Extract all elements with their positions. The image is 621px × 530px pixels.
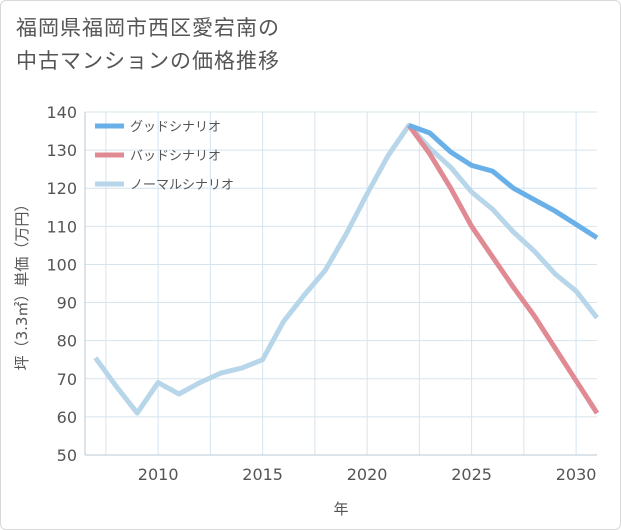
y-tick-label: 70	[57, 370, 77, 389]
y-tick-label: 90	[57, 294, 77, 313]
series-line-1	[406, 123, 600, 415]
y-tick-label: 50	[57, 446, 77, 465]
x-tick-label: 2020	[347, 465, 388, 484]
legend-label: ノーマルシナリオ	[130, 178, 234, 193]
y-tick-label: 100	[46, 255, 77, 274]
x-tick-label: 2015	[242, 465, 283, 484]
series-line-0	[408, 122, 599, 240]
legend-label: グッドシナリオ	[130, 120, 221, 135]
axes: 50 60 70 80 90 100 110 120 130 140 2010 2015 2020 202…	[46, 103, 597, 484]
legend-label: バッドシナリオ	[130, 149, 221, 164]
y-tick-label: 130	[46, 141, 77, 160]
x-tick-label: 2025	[451, 465, 492, 484]
series-lines	[93, 122, 600, 416]
title-line-2: 中古マンションの価格推移	[16, 49, 280, 73]
y-axis-label: 坪（3.3㎡）単価（万円）	[13, 197, 31, 371]
y-tick-label: 120	[46, 179, 77, 198]
x-tick-label: 2010	[138, 465, 179, 484]
y-tick-label: 110	[46, 217, 77, 236]
x-tick-label: 2030	[556, 465, 597, 484]
x-axis-label: 年	[333, 500, 348, 518]
y-tick-label: 60	[57, 408, 77, 427]
chart-title: 福岡県福岡市西区愛宕南の 中古マンションの価格推移	[16, 12, 576, 78]
y-tick-label: 140	[46, 103, 77, 122]
title-line-1: 福岡県福岡市西区愛宕南の	[16, 16, 280, 40]
y-tick-label: 80	[57, 332, 77, 351]
